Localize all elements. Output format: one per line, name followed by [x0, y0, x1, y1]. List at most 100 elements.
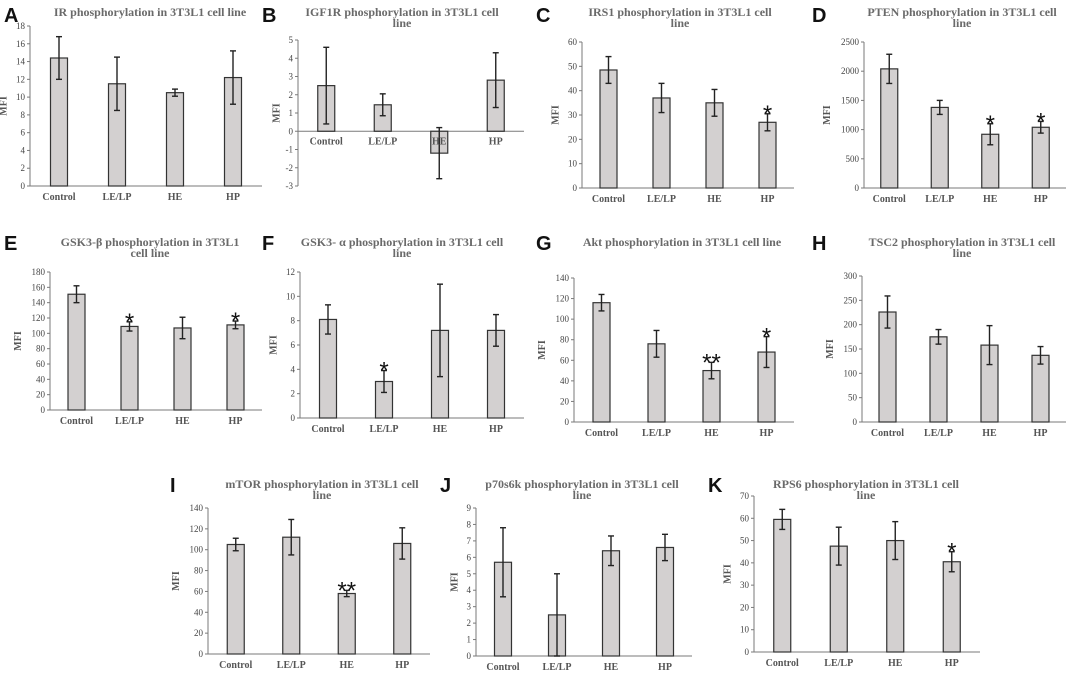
y-tick-label: 20: [194, 628, 204, 638]
x-tick-label: HP: [658, 662, 672, 673]
panel-title: line: [393, 16, 412, 30]
panel-title: RPS6 phosphorylation in 3T3L1 cell: [773, 477, 960, 491]
y-tick-label: -1: [286, 145, 294, 155]
bar-hp: [393, 542, 412, 655]
y-tick-label: 4: [21, 145, 26, 155]
x-tick-label: HP: [760, 428, 774, 439]
y-tick-label: 1500: [841, 95, 860, 105]
y-tick-label: 4: [467, 585, 472, 595]
panel-f: F GSK3- α phosphorylation in 3T3L1 cellli…: [262, 233, 524, 435]
y-axis-label: MFI: [450, 572, 461, 592]
bar-hp: [942, 561, 961, 653]
y-tick-label: -2: [286, 163, 294, 173]
y-tick-label: 3: [467, 602, 472, 612]
y-tick-label: 100: [190, 545, 204, 555]
y-tick-label: 160: [32, 282, 46, 292]
panel-title: TSC2 phosphorylation in 3T3L1 cell: [869, 235, 1056, 249]
y-tick-label: 100: [844, 368, 858, 378]
significance-marker: *: [986, 111, 995, 138]
x-tick-label: LE/LP: [647, 194, 676, 205]
y-tick-label: 0: [291, 413, 296, 423]
bar-control: [67, 293, 86, 411]
y-tick-label: 40: [194, 607, 204, 617]
y-tick-label: 6: [21, 128, 26, 138]
bar-hp: [226, 324, 245, 411]
y-tick-label: 120: [32, 313, 46, 323]
y-axis-label: MFI: [13, 331, 24, 351]
bar-hp: [655, 546, 675, 657]
y-axis-label: MFI: [537, 340, 548, 360]
y-tick-label: 50: [740, 536, 750, 546]
panel-label: K: [708, 475, 723, 497]
y-tick-label: 2: [291, 389, 296, 399]
panel-title: Akt phosphorylation in 3T3L1 cell line: [583, 235, 782, 249]
bar-le-lp: [929, 336, 948, 423]
x-tick-label: Control: [60, 416, 93, 427]
y-tick-label: 8: [21, 110, 26, 120]
panel-label: H: [812, 233, 826, 255]
x-tick-label: HE: [704, 428, 719, 439]
panel-title: line: [393, 246, 412, 260]
significance-marker: *: [762, 324, 771, 351]
y-tick-label: 12: [16, 74, 25, 84]
bar-hp: [758, 121, 777, 189]
y-tick-label: 0: [745, 647, 750, 657]
y-tick-label: 100: [556, 314, 570, 324]
x-tick-label: HE: [888, 658, 903, 669]
x-tick-label: HE: [168, 192, 183, 203]
y-axis-label: MFI: [0, 96, 9, 116]
bar-hp: [1031, 126, 1050, 189]
y-tick-label: 8: [291, 316, 296, 326]
panel-title: IR phosphorylation in 3T3L1 cell line: [54, 5, 247, 19]
y-tick-label: 5: [289, 35, 294, 45]
y-tick-label: 0: [565, 417, 570, 427]
y-tick-label: 100: [32, 328, 46, 338]
bar-hp: [1031, 354, 1050, 423]
x-tick-label: HP: [395, 660, 409, 671]
y-tick-label: 20: [560, 396, 570, 406]
y-tick-label: 18: [16, 21, 26, 31]
y-tick-label: 4: [291, 364, 296, 374]
x-tick-label: LE/LP: [115, 416, 144, 427]
y-tick-label: 80: [194, 566, 204, 576]
y-tick-label: 10: [16, 92, 26, 102]
y-axis-label: MFI: [550, 105, 561, 125]
y-tick-label: 60: [568, 37, 578, 47]
panel-g: G Akt phosphorylation in 3T3L1 cell line 0…: [536, 233, 794, 439]
panel-title: cell line: [131, 246, 171, 260]
x-tick-label: HP: [489, 424, 503, 435]
y-tick-label: 30: [568, 110, 578, 120]
y-tick-label: 0: [289, 126, 294, 136]
y-axis-label: MFI: [825, 339, 836, 359]
panel-title: line: [671, 16, 690, 30]
x-tick-label: HP: [1034, 194, 1048, 205]
significance-marker: *: [947, 539, 956, 566]
y-tick-label: 20: [568, 134, 578, 144]
bar-control: [880, 68, 899, 189]
x-tick-label: HP: [1034, 428, 1048, 439]
y-tick-label: 14: [16, 57, 26, 67]
x-tick-label: LE/LP: [824, 658, 853, 669]
y-tick-label: 300: [844, 271, 858, 281]
x-tick-label: HE: [604, 662, 619, 673]
panel-title: PTEN phosphorylation in 3T3L1 cell: [867, 5, 1057, 19]
y-tick-label: 4: [289, 53, 294, 63]
x-tick-label: LE/LP: [924, 428, 953, 439]
y-tick-label: 250: [844, 295, 858, 305]
y-tick-label: 2: [289, 90, 294, 100]
panel-b: B IGF1R phosphorylation in 3T3L1 cellline…: [262, 5, 524, 191]
y-tick-label: 150: [844, 344, 858, 354]
y-tick-label: 1: [289, 108, 294, 118]
panel-label: J: [440, 475, 451, 497]
panel-title: p70s6k phosphorylation in 3T3L1 cell: [485, 477, 679, 491]
y-tick-label: 50: [568, 61, 578, 71]
panel-title: IGF1R phosphorylation in 3T3L1 cell: [305, 5, 499, 19]
significance-marker: **: [337, 577, 356, 604]
y-tick-label: 10: [286, 291, 296, 301]
bar-control: [592, 302, 611, 423]
significance-marker: *: [763, 101, 772, 128]
y-tick-label: 40: [568, 86, 578, 96]
